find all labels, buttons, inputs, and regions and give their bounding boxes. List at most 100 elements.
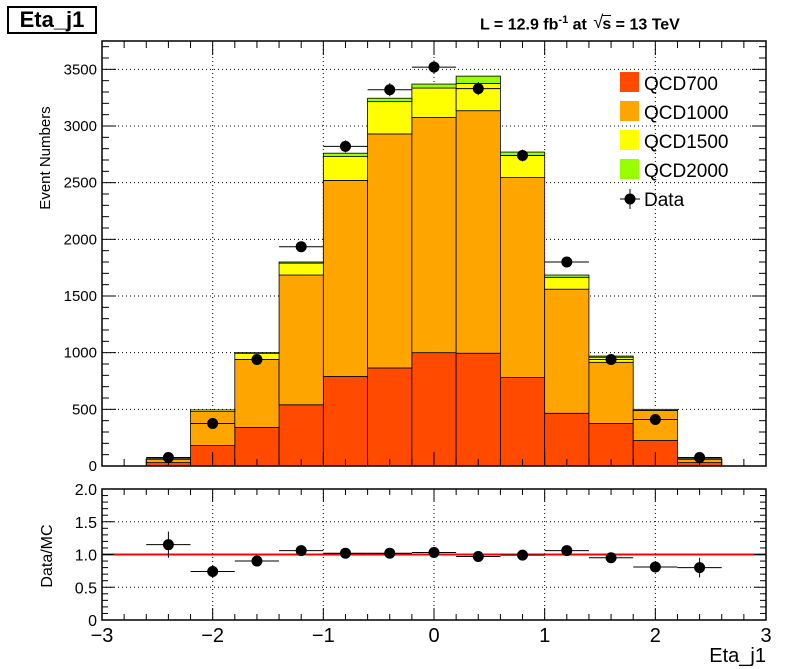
plot-title: Eta_j1 [7,6,97,34]
ratio-point-1 [207,566,219,578]
bar-QCD1500-11 [632,408,678,411]
y-axis-label: Event Numbers [37,106,54,209]
ratio-xtick-label-1: −2 [201,625,224,647]
ratio-point-12 [694,562,706,574]
legend-label-Data: Data [644,190,685,211]
bar-QCD700-9 [544,412,590,467]
bar-QCD1500-1 [190,409,236,412]
bar-QCD1500-4 [322,156,369,181]
ratio-ytick-label-0: 0 [88,613,97,630]
bar-QCD1000-3 [278,274,324,406]
x-axis-label: Eta_j1 [709,645,766,667]
bar-QCD1500-3 [278,262,324,276]
ytick-label-3000: 3000 [64,118,97,135]
legend-data-marker [624,193,636,205]
ratio-point-2 [251,555,263,567]
ratio-point-11 [649,561,661,573]
legend: QCD700 QCD1000 QCD1500 QCD2000 Data [620,72,729,211]
ytick-label-1500: 1500 [64,288,97,305]
lumi-mid: at [568,16,592,34]
lumi-prefix: L = 12.9 fb [480,16,559,34]
bar-QCD700-5 [367,367,413,467]
bar-QCD1000-2 [234,359,280,428]
bar-QCD700-6 [411,352,457,467]
ratio-xtick-label-2: −1 [312,625,335,647]
bar-QCD1000-10 [588,361,634,424]
ratio-ytick-label-3: 1.5 [75,515,97,532]
data-point-10 [605,353,617,365]
bar-QCD1000-4 [322,179,369,377]
legend-swatch-QCD1000 [620,101,639,121]
ratio-xtick-label-4: 1 [539,625,550,647]
ytick-label-500: 500 [72,401,97,418]
luminosity-label: L = 12.9 fb-1 at √ s = 13 TeV [480,12,680,34]
data-point-7 [472,83,484,95]
ratio-xtick-label-0: −3 [91,625,114,647]
lumi-suffix: = 13 TeV [611,16,680,34]
bar-QCD2000-9 [544,274,590,278]
legend-label-QCD700: QCD700 [644,74,718,95]
ytick-label-3500: 3500 [64,61,97,78]
lumi-exponent: -1 [558,14,569,26]
ratio-xtick-label-3: 0 [428,625,439,647]
ytick-label-2500: 2500 [64,175,97,192]
bar-QCD1000-7 [455,110,501,354]
sqrt-arg: s [602,15,612,34]
legend-swatch-QCD2000 [620,159,639,179]
bar-QCD2000-5 [367,97,413,103]
data-point-11 [649,414,661,426]
data-point-4 [339,140,351,152]
legend-swatch-QCD700 [620,72,639,92]
bar-QCD700-4 [322,376,369,467]
ratio-y-axis-label: Data/MC [39,524,56,587]
legend-label-QCD1500: QCD1500 [644,132,729,153]
bar-QCD700-3 [278,404,324,467]
data-point-2 [251,353,263,365]
ratio-xtick-label-6: 3 [760,625,771,647]
ratio-point-7 [472,550,484,562]
ratio-point-5 [384,547,396,559]
bar-QCD1500-9 [544,276,590,290]
bar-QCD700-8 [499,377,546,467]
ratio-ytick-label-2: 1.0 [75,548,97,565]
ytick-label-2000: 2000 [64,231,97,248]
legend-label-QCD1000: QCD1000 [644,103,729,124]
main-plot: 0 500 1000 1500 2000 2500 3000 3500 Event Number… [37,40,767,475]
bar-QCD1000-9 [544,288,590,414]
legend-swatch-QCD1500 [620,130,639,150]
bar-QCD2000-2 [234,352,280,354]
bar-QCD1500-5 [367,101,413,135]
data-point-3 [295,241,307,253]
legend-label-QCD2000: QCD2000 [644,161,729,182]
bar-QCD2000-6 [411,83,457,89]
bar-QCD1000-8 [499,177,546,379]
bar-QCD2000-4 [322,152,369,157]
data-point-0 [162,452,174,463]
data-point-8 [517,149,529,161]
ratio-plot: 0 0.5 1.0 1.5 2.0 −3 −2 −1 0 1 2 3 Data/MC Eta_j1 [39,482,772,667]
ratio-point-10 [605,552,617,564]
ratio-xtick-label-5: 2 [650,625,661,647]
bar-QCD1000-6 [411,117,457,354]
ratio-point-6 [428,547,440,559]
data-point-5 [384,84,396,96]
data-point-9 [561,256,573,268]
sqrt-symbol: √ s [593,12,612,34]
bar-QCD1000-5 [367,133,413,369]
data-point-12 [694,452,706,463]
ytick-label-1000: 1000 [64,345,97,362]
bar-QCD2000-3 [278,261,324,264]
ratio-point-3 [295,545,307,557]
ytick-label-0: 0 [89,458,97,475]
bar-QCD1500-6 [411,87,457,118]
ratio-ytick-label-4: 2.0 [75,482,97,499]
ratio-ytick-label-1: 0.5 [75,580,97,597]
data-point-1 [207,418,219,429]
ratio-point-9 [561,545,573,557]
ratio-point-8 [517,549,529,561]
data-point-6 [428,61,440,73]
bar-QCD700-7 [455,352,501,467]
ratio-point-0 [162,539,174,551]
ratio-point-4 [339,547,351,559]
